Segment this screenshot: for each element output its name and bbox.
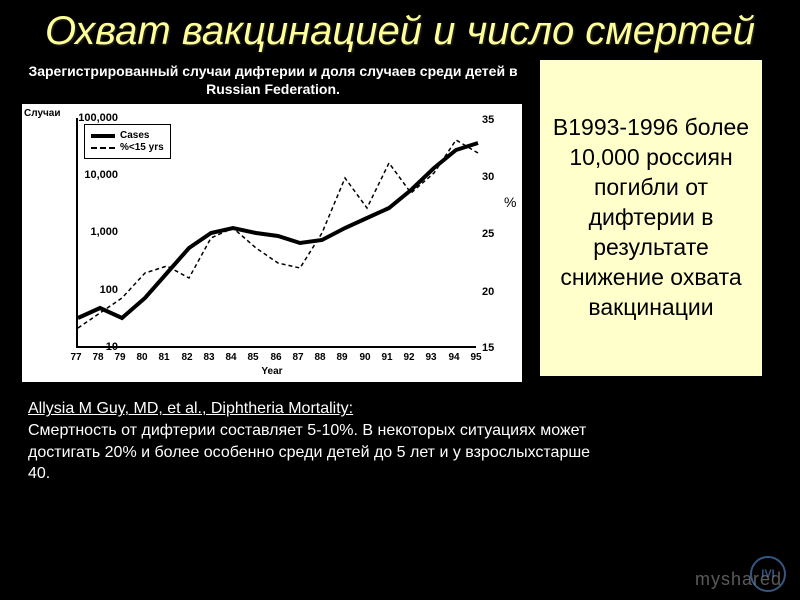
y-tick-right: 20 — [482, 286, 494, 298]
legend-item-cases: Cases — [91, 130, 164, 141]
x-tick: 78 — [92, 352, 103, 363]
footer-citation: Allysia M Guy, MD, et al., Diphtheria Mo… — [0, 382, 640, 484]
legend-label: Cases — [120, 130, 149, 141]
citation-body: Смертность от дифтерии составляет 5-10%.… — [28, 422, 590, 482]
y-axis-left-label: Случаи — [24, 108, 61, 119]
legend-swatch-dash — [91, 147, 115, 149]
x-tick: 83 — [203, 352, 214, 363]
x-tick: 87 — [292, 352, 303, 363]
pct-symbol: % — [504, 194, 516, 210]
x-tick: 95 — [470, 352, 481, 363]
callout-box: В1993-1996 более 10,000 россиян погибли … — [538, 58, 764, 378]
y-tick-right: 30 — [482, 171, 494, 183]
x-tick: 81 — [158, 352, 169, 363]
x-tick: 77 — [70, 352, 81, 363]
chart-panel: Зарегистрированный случаи дифтерии и дол… — [18, 58, 528, 382]
y-tick-right: 15 — [482, 342, 494, 354]
y-tick-left: 100,000 — [78, 112, 118, 124]
x-tick: 84 — [225, 352, 236, 363]
chart-area: Случаи Cases %<15 yrs 100,000 10,000 1,000… — [22, 104, 522, 382]
citation-underline: Allysia M Guy, MD, et al., Diphtheria Mo… — [28, 400, 353, 417]
cases-line — [78, 143, 478, 318]
x-tick: 93 — [425, 352, 436, 363]
x-tick: 91 — [381, 352, 392, 363]
x-tick: 92 — [403, 352, 414, 363]
callout-text: В1993-1996 более 10,000 россиян погибли … — [548, 113, 754, 322]
x-tick: 86 — [270, 352, 281, 363]
x-tick: 82 — [181, 352, 192, 363]
x-tick: 85 — [247, 352, 258, 363]
content-row: Зарегистрированный случаи дифтерии и дол… — [0, 58, 800, 382]
legend-swatch-solid — [91, 134, 115, 138]
legend-label: %<15 yrs — [120, 142, 164, 153]
y-tick-right: 35 — [482, 114, 494, 126]
x-tick: 90 — [359, 352, 370, 363]
x-axis-label: Year — [261, 366, 282, 377]
y-tick-left: 1,000 — [90, 226, 118, 238]
y-tick-right: 25 — [482, 228, 494, 240]
chart-caption: Зарегистрированный случаи дифтерии и дол… — [18, 58, 528, 104]
x-tick: 94 — [448, 352, 459, 363]
slide-title: Охват вакцинацией и число смертей — [0, 0, 800, 58]
ivi-logo-icon: IVI — [750, 556, 786, 592]
legend-item-pct: %<15 yrs — [91, 142, 164, 153]
y-tick-left: 100 — [100, 284, 118, 296]
x-tick: 79 — [114, 352, 125, 363]
x-tick: 89 — [336, 352, 347, 363]
x-tick: 80 — [136, 352, 147, 363]
x-tick: 88 — [314, 352, 325, 363]
chart-legend: Cases %<15 yrs — [84, 124, 171, 159]
y-tick-left: 10,000 — [84, 169, 118, 181]
